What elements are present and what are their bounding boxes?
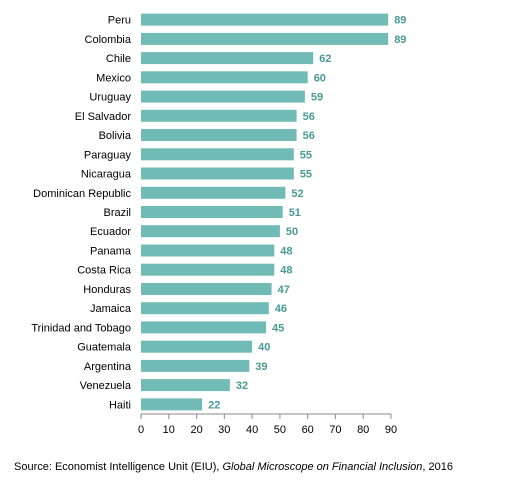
x-tick-label: 10 [163,424,175,436]
value-label: 48 [280,265,292,277]
bar-mexico [141,71,308,84]
category-label: Guatemala [77,342,132,354]
bar-guatemala [141,340,253,353]
x-tick-label: 90 [385,424,397,436]
source-prefix: Source: Economist Intelligence Unit (EIU… [14,461,223,473]
bar-nicaragua [141,167,294,180]
bar-paraguay [141,148,294,161]
value-label: 39 [255,361,267,373]
bar-el-salvador [141,109,297,122]
bar-chart: Peru Colombia Chile Mexico Uruguay El Salvado… [31,13,406,436]
category-label: Panama [90,246,132,258]
category-label: Ecuador [90,226,131,238]
x-tick-label: 30 [218,424,230,436]
bar-dominican-republic [141,186,286,199]
value-label: 55 [300,169,312,181]
x-tick-label: 80 [357,424,369,436]
category-label: Chile [106,53,131,65]
bar-bolivia [141,129,297,141]
bar-colombia [141,32,389,45]
value-label: 45 [272,322,284,334]
value-label: 46 [275,303,287,315]
value-label: 47 [278,284,290,296]
category-label: Costa Rica [77,265,132,277]
category-label: Brazil [103,207,131,219]
bar-uruguay [141,90,305,103]
value-label: 56 [303,111,315,123]
bar-haiti [141,398,203,411]
category-label: Honduras [83,284,131,296]
x-axis: 0 10 20 30 40 50 60 70 80 90 [138,413,397,436]
value-label: 48 [280,246,292,258]
value-label: 51 [289,207,301,219]
bar-brazil [141,206,283,218]
value-label: 59 [311,92,323,104]
category-label: Argentina [84,361,132,373]
value-label: 55 [300,149,312,161]
category-label: Jamaica [90,303,132,315]
value-label: 52 [291,188,303,200]
value-label: 89 [394,34,406,46]
bar-venezuela [141,379,230,392]
bar-ecuador [141,225,280,238]
value-label: 22 [208,399,220,411]
bar-costa-rica [141,263,275,276]
bar-panama [141,244,275,257]
category-label: Haiti [109,399,131,411]
bar-trinidad-and-tobago [141,321,266,334]
source-suffix: , 2016 [422,461,454,473]
value-label: 62 [319,53,331,65]
x-tick-label: 20 [190,424,202,436]
value-label: 89 [394,15,406,27]
x-tick-label: 70 [329,424,341,436]
value-label: 40 [258,342,270,354]
bar-chile [141,52,314,65]
bar-honduras [141,283,272,295]
value-label: 32 [236,380,248,392]
source-publication: Global Microscope on Financial Inclusion [222,461,423,473]
category-label: Peru [108,15,131,27]
x-tick-label: 60 [302,424,314,436]
category-label: Bolivia [99,130,132,142]
category-label: Dominican Republic [33,188,131,200]
x-tick-label: 50 [274,424,286,436]
bar-argentina [141,359,250,372]
x-tick-label: 0 [138,424,144,436]
category-label: Mexico [96,72,131,84]
category-label: Venezuela [80,380,132,392]
category-label: Nicaragua [81,169,132,181]
category-label: Colombia [85,34,132,46]
category-labels: Peru Colombia Chile Mexico Uruguay El Salvado… [31,15,132,412]
category-label: Paraguay [84,149,132,161]
category-label: Uruguay [89,92,131,104]
category-label: El Salvador [75,111,132,123]
value-label: 50 [286,226,298,238]
bar-peru [141,13,389,26]
source-note: Source: Economist Intelligence Unit (EIU… [14,461,453,473]
value-label: 60 [314,72,326,84]
value-label: 56 [303,130,315,142]
category-label: Trinidad and Tobago [31,322,131,334]
bars [141,13,389,411]
x-tick-label: 40 [246,424,258,436]
bar-jamaica [141,302,269,315]
